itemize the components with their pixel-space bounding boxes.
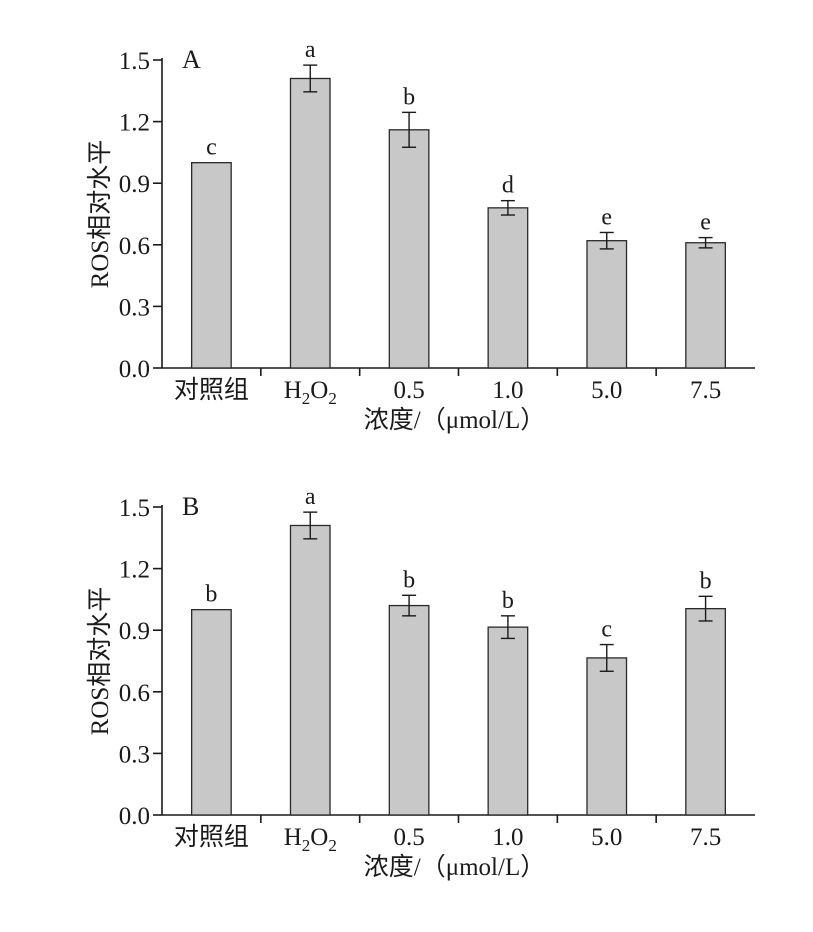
x-axis-title: 浓度/（μmol/L）	[364, 853, 545, 881]
y-tick-label: 0.0	[119, 356, 150, 383]
panel-label: B	[182, 492, 199, 521]
bar	[586, 657, 628, 816]
bar	[388, 604, 430, 816]
x-axis-title: 浓度/（μmol/L）	[364, 406, 545, 434]
panel-a: 0.0 0.3 0.6 0.9 1.2 1.5 c 对照组 a H2O2 b 0.5 d 1.0 e 5.0 e…	[86, 37, 755, 434]
x-tick-label: H2O2	[284, 377, 337, 408]
significance-label: e	[601, 204, 612, 230]
x-tick-label: 5.0	[591, 377, 622, 404]
x-tick-label: 7.5	[690, 824, 721, 851]
x-tick-label: 1.0	[492, 824, 523, 851]
significance-label: e	[700, 210, 711, 236]
significance-label: b	[403, 567, 415, 593]
y-tick-label: 0.9	[119, 618, 150, 645]
panel-b: 0.0 0.3 0.6 0.9 1.2 1.5 b 对照组 a H2O2 b 0.5 b 1.0 c 5.0 b…	[86, 484, 755, 881]
bar	[289, 77, 331, 369]
x-tick-label: H2O2	[284, 824, 337, 855]
significance-label: b	[205, 582, 217, 608]
x-tick-label: 对照组	[174, 823, 249, 851]
y-tick-label: 0.0	[119, 803, 150, 830]
y-tick-label: 0.9	[119, 171, 150, 198]
significance-label: b	[502, 588, 514, 614]
significance-label: a	[305, 37, 316, 63]
bar	[289, 524, 331, 816]
y-tick-label: 0.3	[119, 741, 150, 768]
y-tick-label: 0.6	[119, 233, 150, 260]
y-tick-label: 1.2	[119, 557, 150, 584]
bar	[685, 242, 726, 369]
x-tick-label: 0.5	[393, 824, 424, 851]
significance-label: c	[206, 135, 217, 161]
panel-label: A	[182, 45, 201, 74]
y-axis-title: ROS相对水平	[86, 587, 114, 736]
y-tick-label: 1.5	[119, 48, 150, 75]
bar	[190, 162, 232, 369]
y-tick-label: 1.5	[119, 495, 150, 522]
significance-label: a	[305, 484, 316, 510]
bar	[487, 626, 529, 816]
x-tick-label: 0.5	[393, 377, 424, 404]
y-tick-label: 1.2	[119, 110, 150, 137]
x-tick-label: 5.0	[591, 824, 622, 851]
y-tick-label: 0.3	[119, 294, 150, 321]
bar	[388, 129, 430, 369]
significance-label: c	[601, 617, 612, 643]
significance-label: d	[502, 173, 514, 199]
x-tick-label: 对照组	[174, 376, 249, 404]
bar	[190, 609, 232, 816]
x-tick-label: 1.0	[492, 377, 523, 404]
significance-label: b	[700, 568, 712, 594]
y-tick-label: 0.6	[119, 680, 150, 707]
y-axis-title: ROS相对水平	[86, 140, 114, 289]
significance-label: b	[403, 84, 415, 110]
bar	[685, 607, 726, 816]
bar	[487, 207, 529, 369]
bar	[586, 240, 628, 369]
x-tick-label: 7.5	[690, 377, 721, 404]
